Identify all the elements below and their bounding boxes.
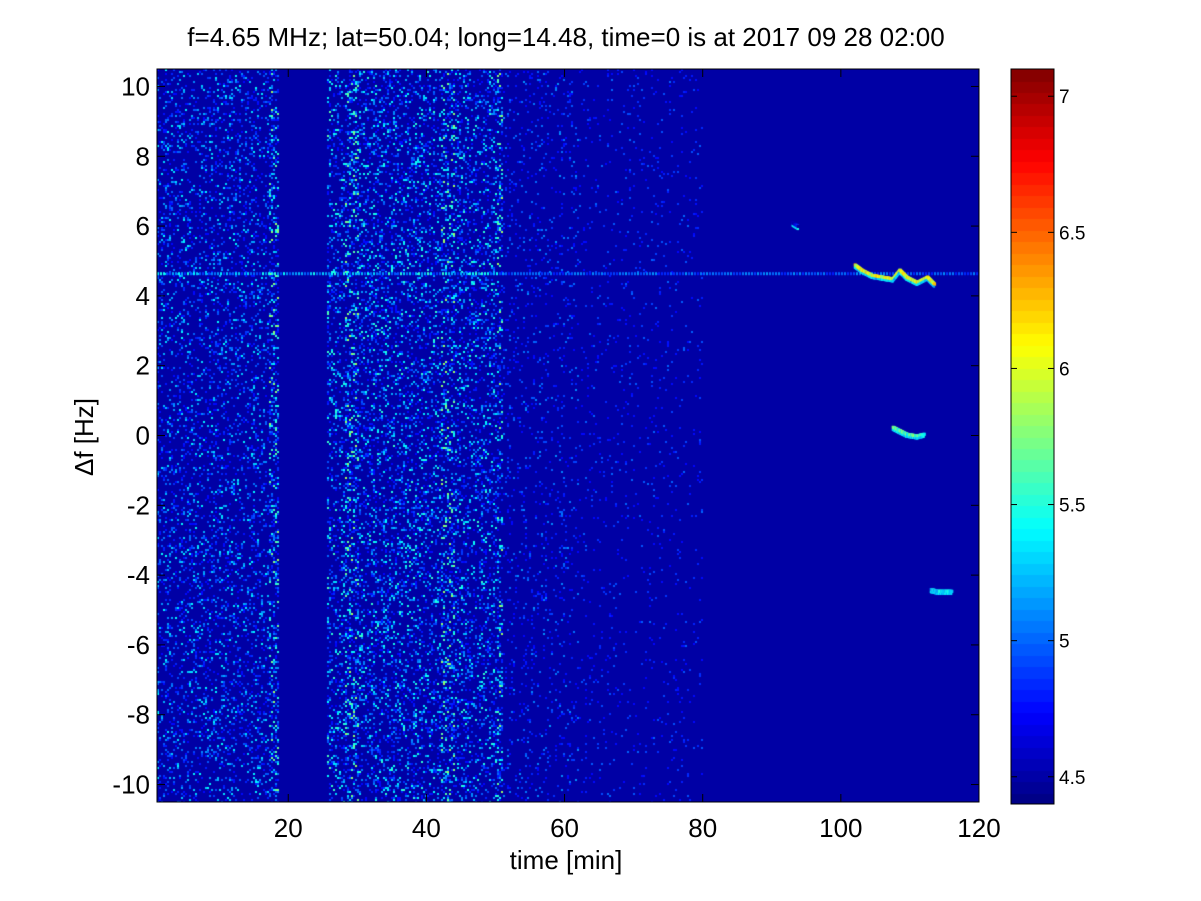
x-tick-label: 80 [688, 813, 717, 843]
y-axis-label: Δf [Hz] [69, 398, 99, 476]
colorbar-tick-label: 7 [1059, 87, 1070, 108]
colorbar-tick-label: 4.5 [1059, 768, 1085, 789]
colorbar-ticks: 4.5 5 5.5 6 6.5 7 [1011, 87, 1085, 789]
colorbar-tick-label: 5 [1059, 632, 1070, 653]
x-axis: 20 40 60 80 100 120 [274, 69, 1001, 843]
y-tick-label: 4 [136, 281, 150, 311]
heatmap-area [157, 69, 979, 802]
y-tick-label: -8 [127, 700, 150, 730]
x-tick-label: 120 [957, 813, 1000, 843]
y-tick-label: 2 [136, 351, 150, 381]
chart-title: f=4.65 MHz; lat=50.04; long=14.48, time=… [187, 22, 944, 52]
y-tick-label: 0 [136, 421, 150, 451]
y-axis: -10 -8 -6 -4 -2 0 2 4 6 8 10 [112, 71, 979, 800]
colorbar-frame [1010, 68, 1055, 805]
y-tick-label: -4 [127, 560, 150, 590]
x-axis-label: time [min] [510, 845, 623, 875]
x-tick-label: 100 [819, 813, 862, 843]
y-tick-label: 10 [121, 71, 150, 101]
y-tick-label: -10 [112, 770, 150, 800]
colorbar-gradient [1011, 69, 1054, 804]
colorbar-tick-label: 6.5 [1059, 223, 1085, 244]
y-tick-label: -6 [127, 630, 150, 660]
x-tick-label: 40 [412, 813, 441, 843]
colorbar-tick-label: 6 [1059, 359, 1070, 380]
colorbar-tick-label: 5.5 [1059, 496, 1085, 517]
colorbar: 4.5 5 5.5 6 6.5 7 [1010, 68, 1085, 805]
heatmap-canvas [157, 69, 979, 802]
y-tick-label: 8 [136, 141, 150, 171]
x-tick-label: 60 [550, 813, 579, 843]
y-tick-label: 6 [136, 211, 150, 241]
x-tick-label: 20 [274, 813, 303, 843]
y-tick-label: -2 [127, 490, 150, 520]
